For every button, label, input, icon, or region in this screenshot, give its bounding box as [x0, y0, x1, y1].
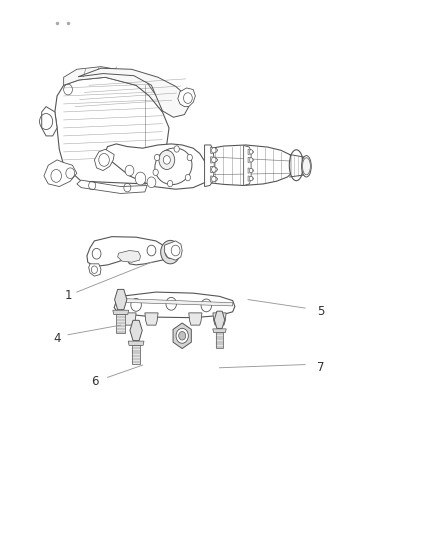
Circle shape: [159, 150, 174, 169]
Polygon shape: [188, 313, 201, 325]
Circle shape: [185, 174, 190, 181]
Polygon shape: [214, 311, 224, 328]
Polygon shape: [114, 292, 234, 318]
Polygon shape: [215, 333, 223, 348]
Polygon shape: [145, 313, 158, 325]
Circle shape: [211, 167, 215, 172]
Polygon shape: [123, 313, 136, 325]
Circle shape: [187, 155, 192, 161]
Circle shape: [249, 158, 252, 162]
Circle shape: [153, 169, 158, 175]
Polygon shape: [247, 168, 253, 173]
Polygon shape: [243, 146, 251, 185]
Polygon shape: [128, 341, 144, 345]
Circle shape: [163, 156, 170, 164]
Polygon shape: [247, 149, 253, 155]
Polygon shape: [64, 67, 162, 112]
Ellipse shape: [301, 156, 311, 177]
Polygon shape: [130, 320, 142, 341]
Polygon shape: [94, 149, 114, 171]
Polygon shape: [120, 298, 232, 306]
Polygon shape: [88, 264, 101, 276]
Circle shape: [154, 155, 159, 161]
Circle shape: [211, 148, 215, 153]
Polygon shape: [44, 160, 77, 187]
Circle shape: [147, 177, 155, 188]
Polygon shape: [173, 323, 191, 349]
Circle shape: [173, 146, 179, 152]
Polygon shape: [210, 157, 217, 163]
Polygon shape: [247, 176, 253, 181]
Circle shape: [135, 172, 145, 185]
Polygon shape: [210, 176, 217, 182]
Text: 4: 4: [53, 332, 61, 345]
Polygon shape: [78, 68, 188, 117]
Polygon shape: [204, 145, 214, 187]
Polygon shape: [177, 88, 195, 107]
Polygon shape: [87, 237, 166, 266]
Circle shape: [176, 328, 188, 343]
Polygon shape: [116, 314, 125, 333]
Circle shape: [167, 180, 173, 187]
Circle shape: [249, 150, 252, 154]
Polygon shape: [42, 107, 57, 136]
Circle shape: [168, 249, 172, 255]
Text: 1: 1: [64, 289, 72, 302]
Polygon shape: [114, 289, 127, 310]
Circle shape: [211, 157, 215, 163]
Text: 7: 7: [316, 361, 324, 374]
Polygon shape: [212, 313, 226, 325]
Polygon shape: [131, 345, 140, 364]
Polygon shape: [210, 147, 217, 154]
Text: 6: 6: [90, 375, 98, 387]
Polygon shape: [105, 144, 208, 189]
Circle shape: [211, 176, 215, 182]
Circle shape: [178, 332, 185, 340]
Polygon shape: [210, 166, 217, 173]
Text: 5: 5: [316, 305, 323, 318]
Polygon shape: [247, 157, 253, 163]
Polygon shape: [113, 310, 128, 314]
Polygon shape: [164, 241, 182, 260]
Circle shape: [249, 176, 252, 181]
Circle shape: [249, 168, 252, 173]
Ellipse shape: [289, 150, 303, 181]
Circle shape: [125, 165, 134, 176]
Polygon shape: [212, 329, 226, 333]
Polygon shape: [77, 180, 147, 193]
Ellipse shape: [302, 158, 310, 175]
Polygon shape: [117, 251, 140, 262]
Polygon shape: [55, 77, 169, 184]
Circle shape: [165, 246, 175, 259]
Circle shape: [160, 240, 180, 264]
